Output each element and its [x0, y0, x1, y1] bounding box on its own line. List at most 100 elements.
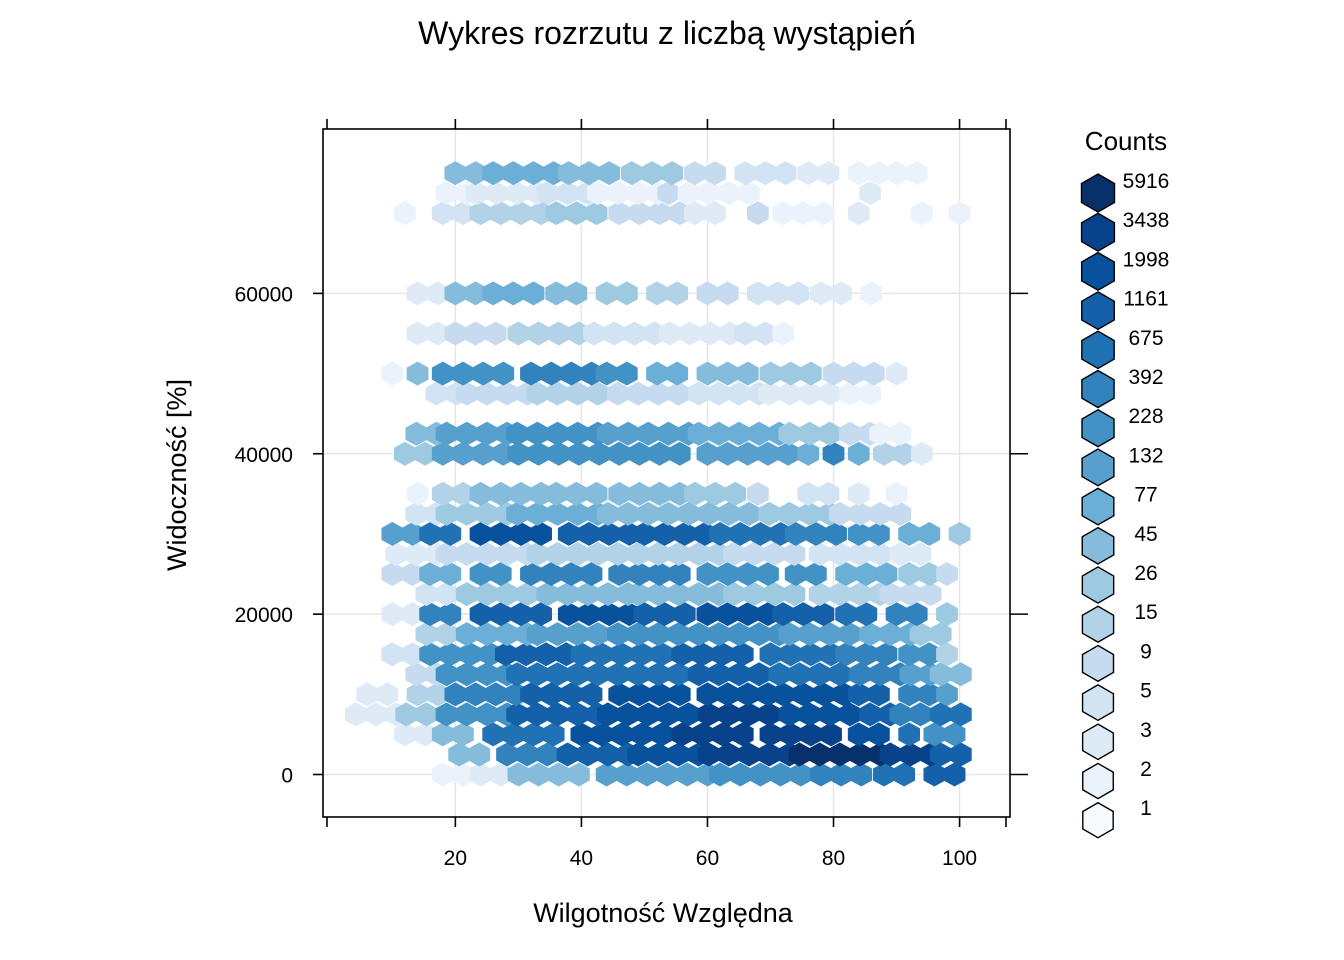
hex-bin [683, 161, 706, 186]
hex-bin [859, 381, 881, 406]
hex-bin [556, 742, 579, 767]
hex-bin [873, 762, 895, 787]
hex-bin [668, 441, 691, 466]
hex-bin [879, 622, 902, 647]
hex-bin [653, 602, 676, 627]
hex-bin [595, 762, 618, 787]
hex-bin [687, 622, 710, 647]
hex-bin [869, 501, 892, 526]
hex-bin [540, 682, 563, 707]
hex-bin [588, 441, 610, 466]
hex-bin [590, 722, 613, 747]
hex-bin [657, 421, 680, 446]
hex-bin [566, 501, 589, 526]
hex-bin [743, 541, 765, 566]
hex-bin [565, 281, 588, 306]
hex-bin [728, 622, 750, 647]
hex-bin [455, 541, 478, 566]
hex-bin [496, 742, 518, 767]
hex-bin [580, 562, 603, 587]
hex-bin [868, 682, 890, 707]
hex-bin [759, 361, 782, 386]
hex-bin [452, 722, 474, 747]
hex-bin [910, 441, 933, 466]
y-axis-label: Widoczność [%] [162, 379, 192, 571]
hex-bin [546, 421, 569, 446]
hex-bin [482, 281, 505, 306]
hex-bin [696, 602, 719, 627]
hex-bin [716, 682, 739, 707]
hex-bin [526, 421, 549, 446]
hex-bin [716, 441, 739, 466]
hex-bin [566, 541, 589, 566]
hex-bin [502, 281, 525, 306]
hex-bin [738, 181, 760, 206]
hex-bin [647, 541, 670, 566]
hex-bin [734, 161, 757, 186]
hex-bin [687, 541, 710, 566]
legend-label: 3 [1140, 719, 1152, 742]
hex-bin [637, 702, 660, 727]
hex-bin [431, 201, 454, 226]
hex-bin [885, 602, 908, 627]
hex-bin [546, 381, 569, 406]
hex-bin [647, 662, 670, 687]
hex-bin [546, 622, 569, 647]
hex-bin [707, 381, 730, 406]
hex-bin [839, 622, 861, 647]
hex-bin [757, 562, 779, 587]
hex-bin [797, 161, 820, 186]
y-tick-label: 20000 [235, 604, 293, 627]
hex-bin [797, 481, 820, 506]
hex-bin [406, 321, 429, 346]
hex-bin [615, 361, 638, 386]
hex-bin [728, 381, 750, 406]
hex-bin [590, 642, 613, 667]
legend-swatch [1081, 448, 1115, 487]
hex-bin [736, 361, 759, 386]
legend-swatch [1080, 251, 1116, 292]
hex-bin [673, 602, 696, 627]
hex-bin [596, 742, 619, 767]
hex-bin [406, 481, 429, 506]
hex-bin [738, 742, 760, 767]
hex-bin [898, 722, 921, 747]
hex-bin [566, 421, 589, 446]
hex-bin [610, 722, 633, 747]
hex-bin [758, 501, 781, 526]
hex-bin [607, 662, 629, 687]
legend-label: 1998 [1123, 248, 1170, 271]
hex-bin [748, 662, 771, 687]
hex-bin [547, 762, 570, 787]
hex-bin [747, 201, 769, 226]
hex-bin [817, 481, 840, 506]
hex-bin [948, 201, 971, 226]
legend-swatch [1081, 369, 1115, 409]
hex-bin [697, 501, 720, 526]
hex-bin [455, 702, 478, 727]
legend-label: 77 [1134, 484, 1157, 507]
hex-bin [847, 722, 870, 747]
hex-bin [615, 762, 638, 787]
hex-bin [898, 642, 921, 667]
hex-bin [789, 762, 812, 787]
hex-bin [875, 642, 898, 667]
hex-bin [817, 161, 840, 186]
hex-bin [444, 682, 467, 707]
hex-bin [405, 501, 428, 526]
hex-bin [676, 762, 699, 787]
hex-bin [636, 762, 658, 787]
hex-bin [516, 582, 539, 607]
hex-bin [653, 521, 676, 546]
hex-bin [510, 521, 532, 546]
hex-bin [869, 541, 892, 566]
hex-bin [798, 702, 821, 727]
hex-bin [585, 481, 608, 506]
hex-bin [459, 642, 482, 667]
hex-bin [475, 582, 498, 607]
hex-bin [948, 521, 971, 546]
hex-bin [687, 662, 710, 687]
hex-bin [431, 361, 454, 386]
hex-bin [696, 441, 719, 466]
hex-bin [615, 281, 638, 306]
